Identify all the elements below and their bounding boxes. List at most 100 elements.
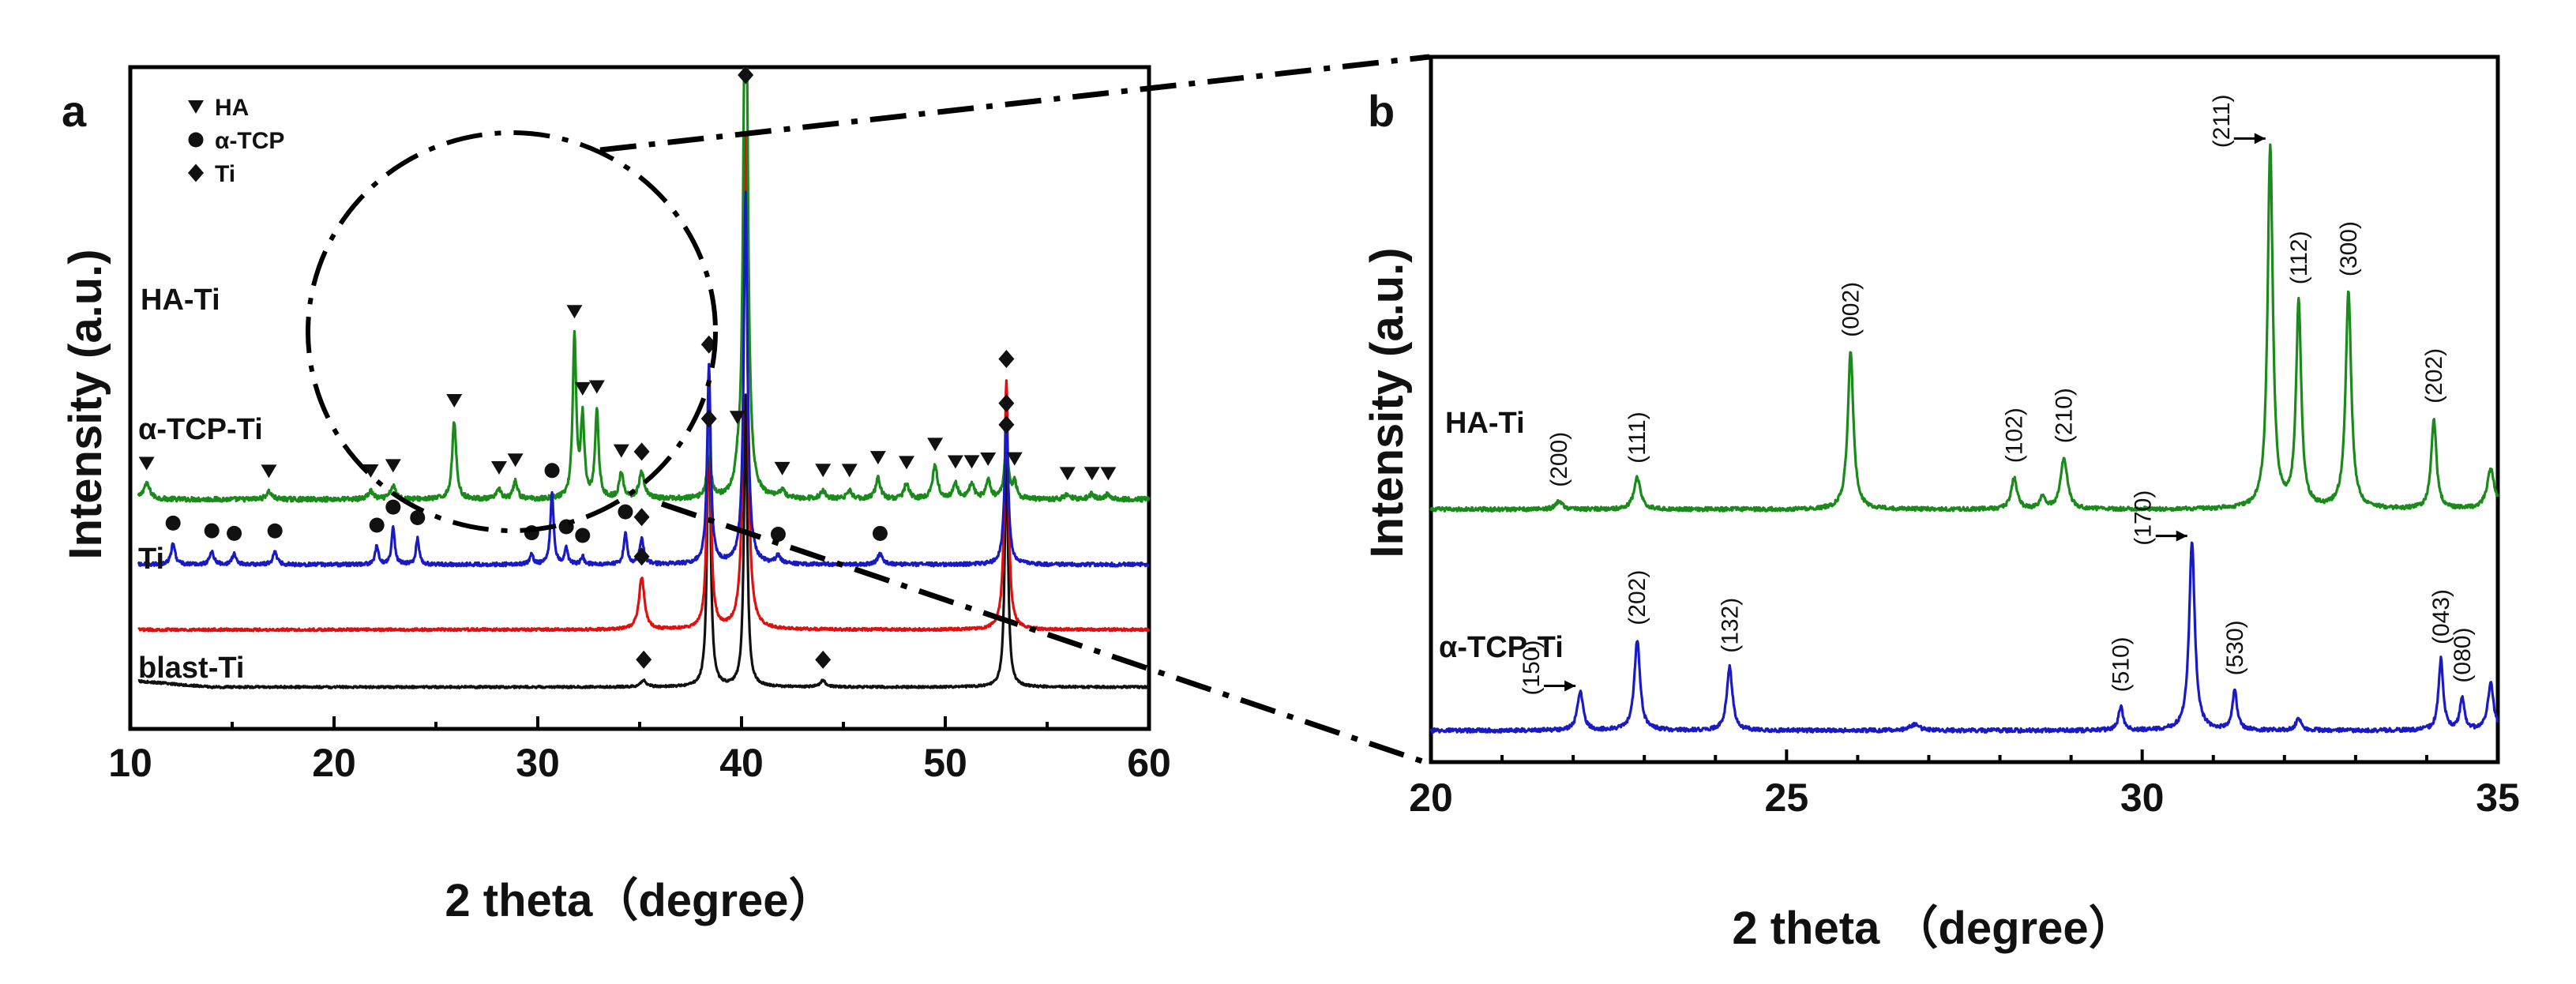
hkl-label: (202) [2421, 348, 2447, 404]
marker-triangle-down-ha-ti [261, 464, 277, 479]
panel-a-y-axis-title: Intensity (a.u.) [60, 249, 111, 559]
marker-triangle-down-ha-ti [446, 394, 463, 408]
marker-triangle-down-ha-ti [588, 380, 605, 394]
marker-diamond-ti [998, 350, 1015, 369]
panel-b-x-axis-title: 2 theta （degree） [1732, 903, 2134, 954]
panel-a-x-tick-label: 40 [719, 741, 764, 785]
panel-a-trace-ha-ti [137, 67, 1151, 503]
hkl-label: (112) [2286, 231, 2312, 284]
marker-circle-tcp-ti [410, 509, 426, 525]
panel-b-plot-frame [1429, 54, 2500, 764]
marker-triangle-down-ha-ti [1100, 467, 1117, 481]
marker-triangle-down-ha-ti [1006, 452, 1023, 466]
panel-a-label-ti: Ti [138, 543, 164, 576]
panel-a-x-tick-label: 20 [312, 741, 356, 785]
marker-triangle-down-ha-ti [898, 456, 914, 470]
panel-a-traces [137, 67, 1151, 689]
hkl-label: (530) [2222, 620, 2248, 675]
panel-b-x-tick-label: 25 [1765, 776, 1809, 820]
panel-a-x-tick-label: 50 [923, 741, 967, 785]
zoom-connector-lines [599, 54, 1431, 767]
panel-b-label-tcp-ti: α-TCP-Ti [1439, 631, 1564, 664]
hkl-label: (002) [1838, 282, 1864, 337]
hkl-label: (043) [2428, 589, 2454, 644]
marker-diamond-tcp-ti [633, 508, 650, 527]
marker-circle-tcp-ti [227, 525, 242, 541]
panel-a-chart: a HA-Ti α-TCP-Ti Ti blast-Ti 10 20 30 40 50 60 H… [60, 65, 1171, 926]
marker-triangle-down-ha-ti [815, 464, 832, 478]
panel-b-traces [1429, 143, 2499, 734]
marker-diamond-blast-ti [636, 650, 652, 669]
marker-diamond-ha-ti [998, 415, 1015, 434]
marker-diamond-ha-ti [700, 409, 717, 428]
panel-b-y-axis-title: Intensity (a.u.) [1361, 247, 1413, 558]
hkl-label: (102) [2002, 407, 2028, 463]
hkl-label: (300) [2336, 221, 2362, 276]
marker-circle-tcp-ti [369, 517, 385, 533]
marker-triangle-down-ha-ti [490, 460, 507, 475]
marker-diamond-blast-ti [815, 650, 832, 669]
hkl-label: (132) [1717, 598, 1743, 653]
marker-triangle-down-ha-ti [566, 305, 583, 319]
marker-triangle-down-ha-ti [507, 453, 524, 468]
panel-a-x-tick-label: 30 [516, 741, 560, 785]
legend-marker-tcp [188, 132, 204, 148]
marker-triangle-down-ha-ti [774, 461, 790, 475]
marker-diamond-ti [633, 547, 650, 566]
marker-circle-tcp-ti [770, 526, 786, 542]
hkl-label: (200) [1546, 432, 1572, 487]
panel-b-x-tick-label: 30 [2120, 776, 2165, 820]
panel-b-x-tick-label: 20 [1409, 776, 1453, 820]
hkl-arrowhead [1564, 680, 1576, 692]
panel-a-series-labels: HA-Ti α-TCP-Ti Ti blast-Ti [138, 284, 263, 685]
panel-b-trace-tcp-ti [1429, 541, 2499, 734]
panel-a-label-ha-ti: HA-Ti [141, 284, 220, 317]
panel-a-legend: HA α-TCP Ti [188, 95, 284, 187]
panel-a-letter: a [62, 86, 87, 136]
legend-label-ha: HA [215, 95, 249, 121]
panel-a-trace-blast-ti [137, 392, 1151, 689]
hkl-label: (170) [2131, 490, 2157, 546]
hkl-label: (202) [1624, 570, 1650, 625]
panel-b-trace-ha-ti [1429, 143, 2499, 513]
hkl-label: (080) [2450, 628, 2476, 683]
panel-b-label-ha-ti: HA-Ti [1445, 407, 1525, 440]
marker-triangle-down-ha-ti [385, 459, 401, 473]
marker-circle-tcp-ti [575, 528, 591, 543]
marker-diamond-ha-ti [633, 442, 650, 461]
marker-triangle-down-ha-ti [574, 381, 591, 396]
marker-circle-tcp-ti [618, 504, 633, 520]
panel-b-letter: b [1368, 86, 1395, 136]
panel-b-miller-indices: (200) (111) (002) (102) (210) (211) (112) (300)… [1519, 94, 2476, 695]
panel-a-phase-markers [138, 66, 1117, 669]
marker-circle-tcp-ti [267, 523, 283, 539]
zoom-region-outline [306, 130, 718, 533]
hkl-label: (111) [1624, 411, 1650, 464]
panel-a-x-tick-label: 60 [1127, 741, 1171, 785]
marker-diamond-tcp-ti [998, 394, 1015, 413]
marker-triangle-down-ha-ti [362, 464, 379, 478]
panel-a-x-axis-title: 2 theta（degree） [445, 875, 834, 926]
marker-triangle-down-ha-ti [138, 456, 155, 471]
marker-triangle-down-ha-ti [1083, 467, 1100, 481]
panel-a-label-blast-ti: blast-Ti [138, 652, 244, 685]
hkl-label: (210) [2052, 388, 2078, 443]
panel-a-label-tcp-ti: α-TCP-Ti [138, 413, 263, 446]
marker-triangle-down-ha-ti [841, 464, 858, 478]
marker-diamond-ha-ti [738, 66, 754, 85]
panel-b-x-tick-label: 35 [2476, 776, 2520, 820]
marker-circle-tcp-ti [544, 463, 560, 479]
marker-triangle-down-ha-ti [869, 451, 886, 465]
hkl-arrowhead [2176, 530, 2187, 542]
zoom-connector-upper [599, 54, 1430, 153]
hkl-label: (510) [2108, 637, 2135, 692]
legend-label-ti: Ti [215, 161, 235, 187]
panel-a-x-tick-label: 10 [108, 741, 152, 785]
marker-triangle-down-ha-ti [947, 455, 963, 469]
panel-b-chart: b (200) (111) (002) (102) (210) (211) (112) (30… [1361, 54, 2520, 954]
panel-b-x-axis: 20 25 30 35 [1409, 749, 2520, 820]
legend-marker-ha [188, 100, 204, 114]
panel-a-trace-tcp-ti [137, 190, 1150, 568]
hkl-arrowhead [2254, 133, 2266, 145]
